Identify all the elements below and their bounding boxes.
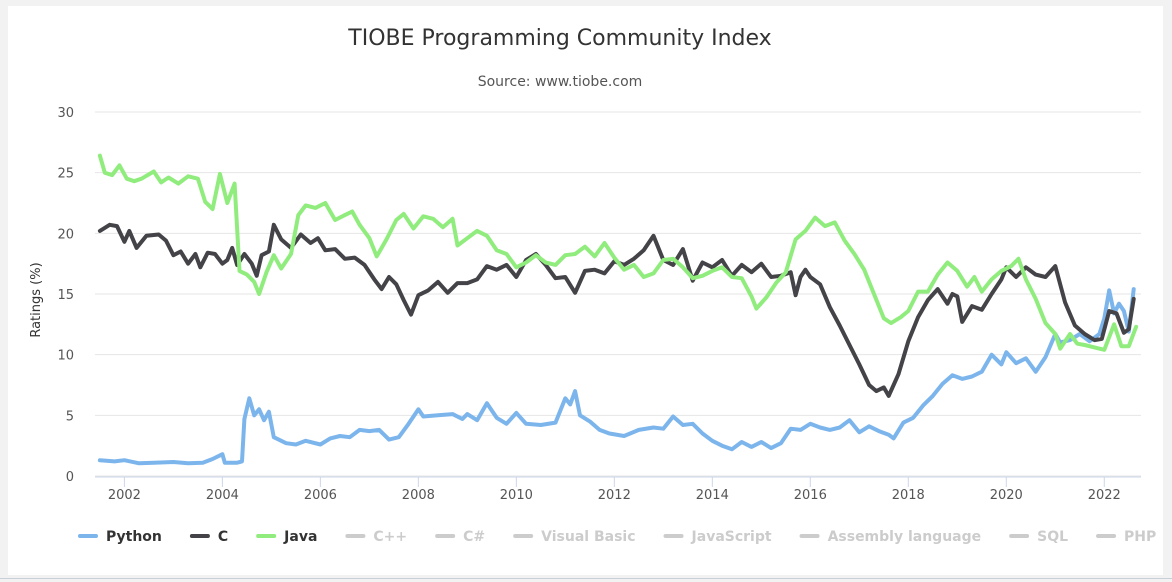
legend-item-python[interactable]: Python	[78, 529, 162, 545]
legend-item-php[interactable]: PHP	[1096, 529, 1156, 545]
legend-label: C++	[373, 529, 407, 545]
x-tick-label: 2016	[794, 488, 827, 503]
y-tick-label: 15	[57, 288, 74, 303]
legend-label: JavaScript	[691, 529, 772, 545]
y-tick-label: 20	[57, 227, 74, 242]
y-tick-label: 5	[66, 409, 74, 424]
x-tick-label: 2014	[696, 488, 729, 503]
x-tick-label: 2002	[108, 488, 141, 503]
grid-lines	[95, 111, 1141, 478]
legend-label: Assembly language	[828, 529, 982, 545]
x-tick-label: 2004	[206, 488, 239, 503]
y-axis-ticks: 0 5 10 15 20 25 30	[57, 106, 74, 485]
x-tick-label: 2022	[1088, 488, 1121, 503]
legend-label: C	[218, 529, 228, 545]
x-tick-label: 2010	[500, 488, 533, 503]
legend-label: PHP	[1124, 529, 1156, 545]
legend-item-javascript[interactable]: JavaScript	[663, 529, 772, 545]
x-tick-label: 2006	[304, 488, 337, 503]
legend: Python C Java C++ C# Visual Basic JavaScript As…	[78, 529, 1156, 545]
legend-label: Visual Basic	[541, 529, 635, 545]
x-tick-label: 2020	[990, 488, 1023, 503]
series-line-java[interactable]	[97, 153, 1139, 352]
chart-container: TIOBE Programming Community Index Source…	[8, 6, 1163, 575]
legend-item-assembly-language[interactable]: Assembly language	[799, 529, 982, 545]
x-tick-label: 2018	[892, 488, 925, 503]
plot-area	[97, 153, 1139, 466]
chart-title: TIOBE Programming Community Index	[347, 26, 771, 51]
y-tick-label: 10	[57, 349, 74, 364]
y-tick-label: 0	[66, 470, 74, 485]
legend-item-java[interactable]: Java	[256, 529, 317, 545]
legend-item-sql[interactable]: SQL	[1009, 529, 1068, 545]
y-tick-label: 25	[57, 167, 74, 182]
legend-item-c-[interactable]: C#	[435, 529, 485, 545]
legend-label: C#	[463, 529, 485, 545]
y-tick-label: 30	[57, 106, 74, 121]
series-line-c[interactable]	[97, 222, 1136, 398]
legend-label: Java	[283, 529, 317, 545]
chart-svg: TIOBE Programming Community Index Source…	[29, 26, 1156, 545]
x-tick-label: 2012	[598, 488, 631, 503]
legend-item-visual-basic[interactable]: Visual Basic	[513, 529, 636, 545]
x-axis-ticks: 2002 2004 2006 2008 2010 2012 2014 2016 2018 2020…	[108, 477, 1121, 503]
bottom-divider	[0, 578, 1172, 579]
legend-item-c-[interactable]: C++	[345, 529, 407, 545]
legend-label: SQL	[1037, 529, 1068, 545]
legend-label: Python	[106, 529, 162, 545]
series-line-python[interactable]	[97, 287, 1136, 466]
y-axis-title: Ratings (%)	[29, 262, 44, 337]
x-tick-label: 2008	[402, 488, 435, 503]
legend-item-c[interactable]: C	[189, 529, 228, 545]
chart-subtitle: Source: www.tiobe.com	[478, 74, 643, 90]
